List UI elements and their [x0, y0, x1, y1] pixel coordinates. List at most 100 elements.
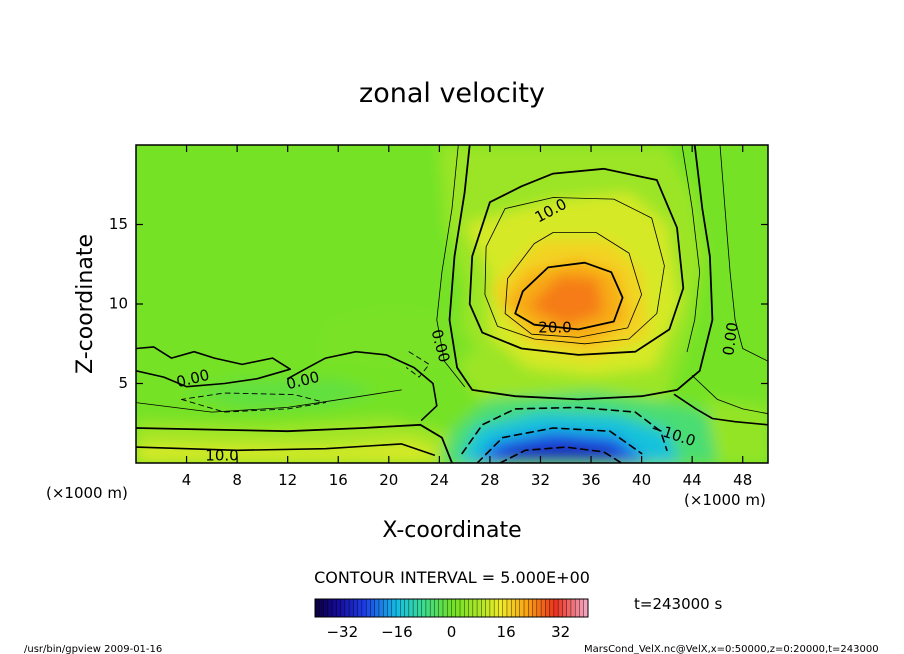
- colorbar-tick-label: 0: [447, 623, 457, 641]
- colorbar-cell: [374, 599, 380, 617]
- y-axis-label: Z-coordinate: [73, 234, 98, 374]
- colorbar-cell: [344, 599, 350, 617]
- colorbar-cell: [481, 599, 487, 617]
- colorbar-cell: [451, 599, 457, 617]
- colorbar-tick-label: 16: [497, 623, 516, 641]
- colorbar-cell: [477, 599, 482, 617]
- x-axis-label: X-coordinate: [382, 518, 521, 543]
- x-tick-label: 20: [379, 471, 398, 489]
- colorbar-cell: [536, 599, 542, 617]
- x-tick-label: 28: [480, 471, 499, 489]
- colorbar-cell: [378, 599, 384, 617]
- colorbar-cell: [438, 599, 444, 617]
- colorbar: [314, 599, 589, 617]
- colorbar-cell: [464, 599, 469, 617]
- colorbar-cell: [421, 599, 427, 617]
- colorbar-cell: [511, 599, 516, 617]
- colorbar-cell: [553, 599, 559, 617]
- chart-title: zonal velocity: [359, 78, 545, 109]
- colorbar-cell: [524, 599, 529, 617]
- x-axis-units-right: (×1000 m): [684, 491, 766, 509]
- x-tick-label: 48: [733, 471, 752, 489]
- colorbar-cell: [485, 599, 491, 617]
- colorbar-cell: [528, 599, 533, 617]
- colorbar-cell: [583, 599, 589, 617]
- contour-interval: CONTOUR INTERVAL = 5.000E+00: [314, 568, 590, 587]
- colorbar-cell: [532, 599, 538, 617]
- y-tick-label: 10: [109, 295, 128, 313]
- colorbar-cell: [502, 599, 508, 617]
- colorbar-cell: [315, 599, 320, 617]
- x-axis-units-left: (×1000 m): [46, 484, 128, 502]
- colorbar-cell: [366, 599, 371, 617]
- colorbar-cell: [498, 599, 504, 617]
- x-tick-label: 44: [683, 471, 702, 489]
- x-tick-label: 32: [531, 471, 550, 489]
- colorbar-cell: [327, 599, 333, 617]
- colorbar-cell: [400, 599, 405, 617]
- colorbar-cell: [349, 599, 354, 617]
- x-tick-label: 16: [329, 471, 348, 489]
- colorbar-cell: [506, 599, 512, 617]
- colorbar-cell: [489, 599, 495, 617]
- colorbar-cell: [387, 599, 393, 617]
- contour-lines: [136, 145, 768, 463]
- colorbar-cell: [472, 599, 478, 617]
- colorbar-cell: [417, 599, 423, 617]
- colorbar-tick-label: −16: [381, 623, 413, 641]
- colorbar-cell: [442, 599, 448, 617]
- contour-label: 20.0: [538, 319, 571, 337]
- colorbar-cell: [541, 599, 546, 617]
- colorbar-cell: [545, 599, 551, 617]
- colorbar-cell: [575, 599, 580, 617]
- x-tick-label: 12: [278, 471, 297, 489]
- colorbar-cell: [370, 599, 376, 617]
- colorbar-cell: [340, 599, 346, 617]
- footer-right: MarsCond_VelX.nc@VelX,x=0:50000,z=0:2000…: [584, 644, 879, 654]
- contour-label: 10.0: [205, 447, 238, 465]
- colorbar-tick-label: −32: [326, 623, 358, 641]
- colorbar-cell: [579, 599, 585, 617]
- colorbar-cell: [353, 599, 359, 617]
- colorbar-cell: [519, 599, 525, 617]
- x-tick-label: 4: [182, 471, 192, 489]
- footer-left: /usr/bin/gpview 2009-01-16: [24, 644, 162, 654]
- colorbar-cell: [434, 599, 440, 617]
- colorbar-cell: [361, 599, 367, 617]
- colorbar-ticks: −32 −16 0 16 32: [326, 623, 570, 641]
- colorbar-cell: [566, 599, 572, 617]
- y-axis: 5 10 15: [109, 215, 768, 392]
- colorbar-cell: [332, 599, 337, 617]
- colorbar-cell: [468, 599, 474, 617]
- colorbar-cell: [391, 599, 397, 617]
- x-axis: 4 8 12 16 20 24 28 32 36 40 44 48: [182, 145, 752, 489]
- y-tick-label: 5: [118, 374, 128, 392]
- colorbar-cell: [558, 599, 563, 617]
- colorbar-cell: [383, 599, 388, 617]
- colorbar-cell: [447, 599, 452, 617]
- colorbar-cell: [425, 599, 431, 617]
- colorbar-cell: [430, 599, 435, 617]
- plot-area: [136, 145, 768, 463]
- colorbar-cell: [570, 599, 576, 617]
- colorbar-cell: [455, 599, 461, 617]
- time-label: t=243000 s: [634, 595, 722, 613]
- colorbar-cell: [562, 599, 568, 617]
- colorbar-cell: [319, 599, 324, 617]
- x-tick-label: 24: [430, 471, 449, 489]
- contour-label: 0.00: [719, 321, 741, 357]
- colorbar-cell: [494, 599, 499, 617]
- colorbar-cell: [336, 599, 341, 617]
- colorbar-cell: [413, 599, 418, 617]
- colorbar-cell: [515, 599, 521, 617]
- colorbar-frame: [314, 598, 589, 618]
- colorbar-cell: [357, 599, 363, 617]
- colorbar-cell: [460, 599, 465, 617]
- colorbar-cell: [323, 599, 329, 617]
- colorbar-cell: [396, 599, 401, 617]
- colorbar-tick-label: 32: [551, 623, 570, 641]
- colorbar-cell: [404, 599, 410, 617]
- colorbar-cell: [408, 599, 414, 617]
- colorbar-cell: [549, 599, 555, 617]
